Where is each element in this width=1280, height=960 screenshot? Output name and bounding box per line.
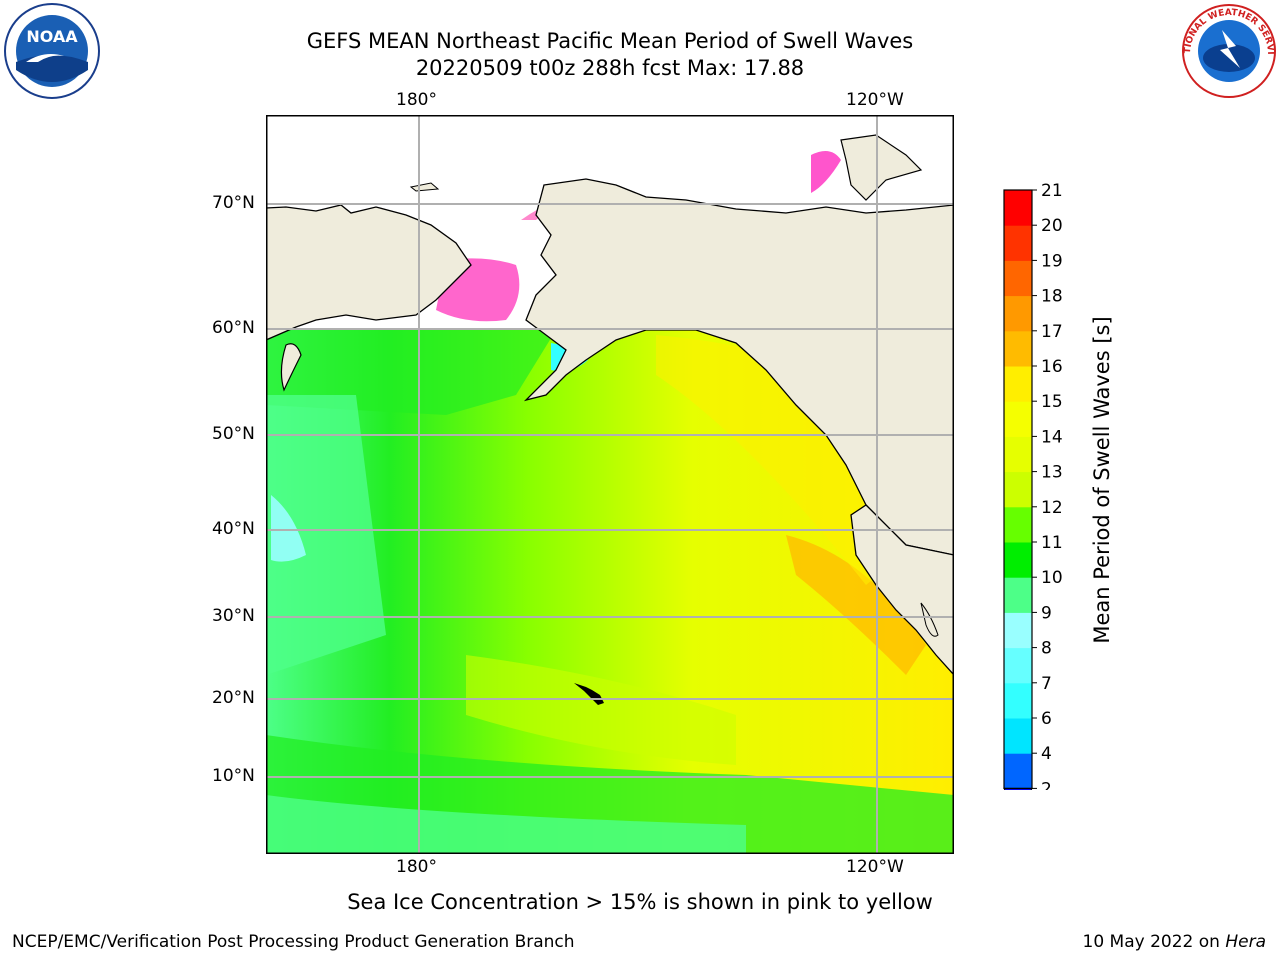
colorbar-tick-label: 6 — [1041, 709, 1052, 729]
map-panel — [266, 115, 954, 854]
colorbar-tick-label: 11 — [1041, 533, 1063, 553]
colorbar-tick-label: 7 — [1041, 674, 1052, 694]
colorbar-tick-label: 8 — [1041, 639, 1052, 659]
land-alaska — [523, 178, 954, 556]
noaa-logo-text: NOAA — [26, 27, 78, 46]
swell-band-southwest — [266, 795, 746, 854]
colorbar-swatch — [1004, 718, 1032, 754]
lat-label-20n: 20°N — [212, 688, 255, 708]
sea-ice-note: Sea Ice Concentration > 15% is shown in … — [347, 890, 933, 914]
colorbar-tick-label: 10 — [1041, 568, 1063, 588]
colorbar-swatch — [1004, 542, 1032, 578]
colorbar-tick-label: 19 — [1041, 251, 1063, 271]
colorbar-tick-label: 16 — [1041, 357, 1063, 377]
lon-label-top-180: 180° — [396, 90, 437, 110]
colorbar-swatch — [1004, 506, 1032, 543]
chart-subtitle: 20220509 t00z 288h fcst Max: 17.88 — [415, 56, 805, 80]
colorbar-tick-label: 9 — [1041, 603, 1052, 623]
land-baja — [920, 602, 939, 637]
swell-band-tropical — [466, 655, 736, 765]
footer-right: 10 May 2022 on Hera — [1083, 932, 1267, 952]
colorbar-swatch — [1004, 330, 1032, 367]
colorbar-tick-label: 20 — [1041, 216, 1063, 236]
colorbar-tick-label: 4 — [1041, 744, 1052, 764]
swell-cyan-patch — [271, 495, 306, 562]
colorbar-swatch — [1004, 612, 1032, 649]
colorbar-swatch — [1004, 190, 1032, 226]
lon-label-bottom-120w: 120°W — [846, 857, 904, 877]
colorbar-swatch — [1004, 225, 1032, 261]
colorbar: 2 4 6 7 8 9 10 11 12 13 14 15 16 17 18 19 20 21 — [1003, 181, 1063, 790]
colorbar-swatch — [1004, 260, 1032, 297]
colorbar-swatch — [1004, 366, 1032, 402]
colorbar-tick-label: 18 — [1041, 287, 1063, 307]
colorbar-swatch — [1004, 295, 1032, 332]
map-frame — [266, 115, 954, 854]
colorbar-label: Mean Period of Swell Waves [s] — [1090, 316, 1114, 644]
swell-band-north — [266, 330, 556, 415]
colorbar-outline — [1003, 189, 1033, 790]
land-siberia — [266, 204, 472, 341]
sea-ice-canada — [811, 151, 841, 193]
lat-label-60n: 60°N — [212, 318, 255, 338]
colorbar-swatch — [1004, 577, 1032, 613]
swell-band-west — [266, 395, 386, 675]
land-arctic-islands — [840, 134, 923, 201]
nws-logo: NATIONAL WEATHER SERVICE — [1176, 0, 1278, 100]
colorbar-swatch — [1004, 682, 1032, 719]
lat-label-10n: 10°N — [212, 766, 255, 786]
land-wrangel — [409, 182, 440, 192]
lat-label-40n: 40°N — [212, 519, 255, 539]
lon-label-top-120w: 120°W — [846, 90, 904, 110]
colorbar-swatch — [1004, 471, 1032, 508]
footer-date: 10 May 2022 on — [1082, 932, 1220, 952]
lat-label-50n: 50°N — [212, 424, 255, 444]
colorbar-swatch — [1004, 753, 1032, 789]
chart-title: GEFS MEAN Northeast Pacific Mean Period … — [306, 29, 914, 53]
lon-label-bottom-180: 180° — [396, 857, 437, 877]
colorbar-tick-label: 12 — [1041, 498, 1063, 518]
gridlines — [266, 115, 954, 854]
colorbar-swatch — [1004, 401, 1032, 437]
swell-orange-zone — [786, 535, 926, 675]
colorbar-tick-label: 2 — [1041, 779, 1052, 790]
colorbar-swatch — [1004, 647, 1032, 684]
colorbar-tick-label: 21 — [1041, 181, 1063, 201]
colorbar-tick-label: 13 — [1041, 463, 1063, 483]
land-kamchatka — [280, 343, 302, 392]
lat-label-70n: 70°N — [212, 193, 255, 213]
footer-left: NCEP/EMC/Verification Post Processing Pr… — [12, 932, 575, 952]
colorbar-tick-label: 17 — [1041, 322, 1063, 342]
colorbar-tick-label: 15 — [1041, 392, 1063, 412]
colorbar-swatch — [1004, 436, 1032, 473]
footer-host: Hera — [1225, 932, 1266, 952]
lat-label-30n: 30°N — [212, 606, 255, 626]
noaa-logo: NOAA — [2, 2, 102, 100]
colorbar-label-wrap: Mean Period of Swell Waves [s] — [1082, 316, 1122, 643]
colorbar-tick-label: 14 — [1041, 427, 1063, 447]
